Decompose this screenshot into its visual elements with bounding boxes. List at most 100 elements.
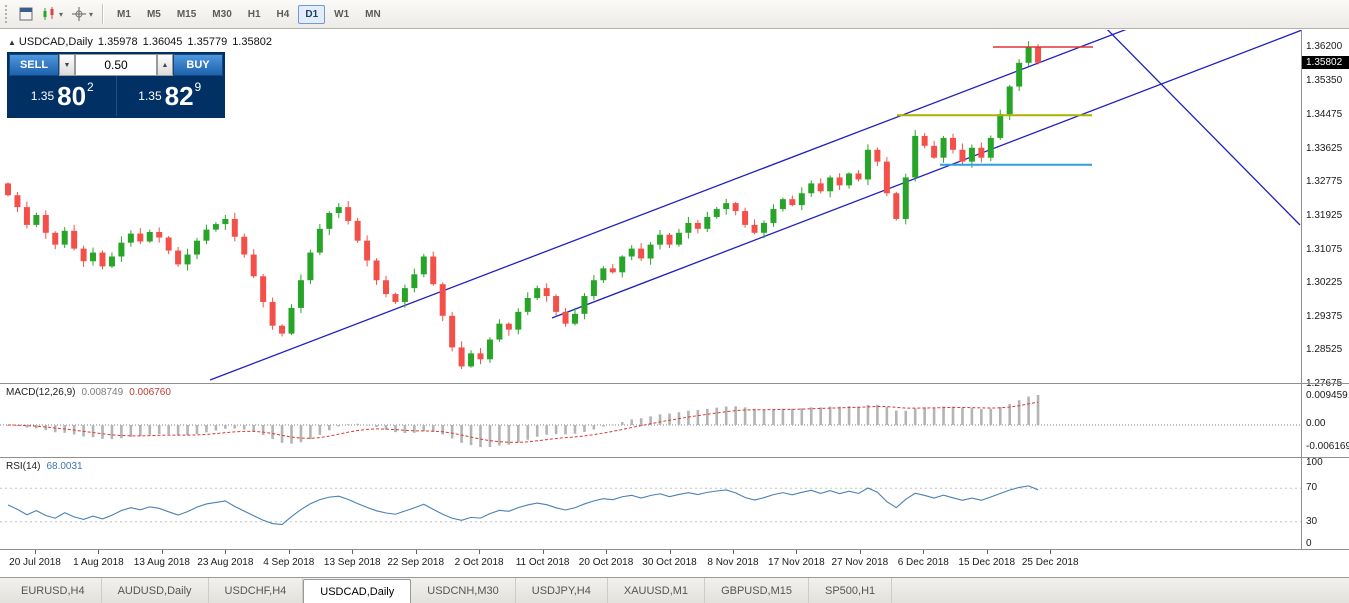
price-axis-label: 1.36200 bbox=[1306, 41, 1343, 52]
date-tick bbox=[1050, 550, 1052, 554]
date-tick bbox=[225, 550, 227, 554]
timeframe-button-mn[interactable]: MN bbox=[365, 8, 381, 20]
sell-button[interactable]: SELL bbox=[9, 54, 59, 76]
date-tick bbox=[35, 550, 36, 554]
price-axis-label: 1.30225 bbox=[1306, 277, 1343, 289]
timeframe-button-h4[interactable]: H4 bbox=[276, 8, 290, 20]
date-tick bbox=[415, 550, 417, 554]
timeframe-button-h1[interactable]: H1 bbox=[247, 8, 261, 20]
panel-separator[interactable] bbox=[0, 457, 1349, 458]
macd-axis-label: 0.00 bbox=[1306, 418, 1326, 429]
rsi-chart[interactable] bbox=[0, 458, 1301, 548]
date-label: 27 Nov 2018 bbox=[831, 557, 889, 568]
rsi-panel[interactable]: RSI(14) 68.0031 bbox=[0, 458, 1301, 548]
date-tick bbox=[161, 550, 163, 554]
date-label: 11 Oct 2018 bbox=[515, 557, 570, 568]
timeframe-button-m30[interactable]: M30 bbox=[212, 8, 232, 20]
price-axis-label: 1.31075 bbox=[1306, 243, 1343, 255]
price-axis[interactable]: 1.35802 1.36200 1.35350 1.34475 1.33625 1.32… bbox=[1301, 30, 1349, 549]
date-axis[interactable]: 20 Jul 2018 1 Aug 2018 13 Aug 2018 23 Aug 2… bbox=[0, 550, 1349, 577]
sell-price[interactable]: 1.35 80 2 bbox=[30, 80, 94, 111]
date-label: 2 Oct 2018 bbox=[454, 557, 504, 568]
chart-tab-usdchf-h4[interactable]: USDCHF,H4 bbox=[209, 578, 304, 603]
date-tick bbox=[923, 550, 925, 554]
chart-tab-audusd-daily[interactable]: AUDUSD,Daily bbox=[102, 578, 209, 603]
draw-tool-button[interactable]: ▾ bbox=[67, 2, 97, 26]
date-label: 6 Dec 2018 bbox=[897, 557, 949, 568]
date-label: 20 Oct 2018 bbox=[578, 557, 634, 568]
toolbar-drag-handle[interactable] bbox=[5, 5, 12, 23]
buy-price[interactable]: 1.35 82 9 bbox=[138, 80, 202, 111]
date-tick bbox=[796, 550, 798, 554]
chart-tab-eurusd-h4[interactable]: EURUSD,H4 bbox=[5, 578, 102, 603]
panel-separator[interactable] bbox=[0, 383, 1349, 384]
date-tick bbox=[98, 550, 100, 554]
date-tick bbox=[669, 550, 671, 554]
chart-type-button[interactable]: ▾ bbox=[37, 2, 67, 26]
date-label: 4 Sep 2018 bbox=[263, 557, 315, 568]
date-label: 1 Aug 2018 bbox=[73, 557, 124, 568]
macd-panel[interactable]: MACD(12,26,9) 0.008749 0.006760 bbox=[0, 384, 1301, 457]
volume-decrease-button[interactable]: ▼ bbox=[59, 54, 75, 76]
date-label: 17 Nov 2018 bbox=[768, 557, 825, 568]
date-tick bbox=[986, 550, 988, 554]
date-label: 30 Oct 2018 bbox=[642, 557, 697, 568]
price-axis-label: 1.33625 bbox=[1306, 142, 1343, 154]
date-label: 13 Sep 2018 bbox=[323, 557, 381, 568]
chart-tab-usdcad-daily[interactable]: USDCAD,Daily bbox=[303, 579, 412, 603]
crosshair-icon bbox=[72, 7, 87, 21]
price-divider bbox=[115, 76, 117, 116]
date-label: 8 Nov 2018 bbox=[707, 557, 759, 568]
volume-input[interactable]: 0.50 bbox=[75, 54, 157, 76]
price-axis-label: 1.31925 bbox=[1306, 209, 1343, 221]
date-tick bbox=[352, 550, 354, 554]
chevron-down-icon: ▾ bbox=[89, 9, 94, 19]
date-tick bbox=[606, 550, 608, 554]
rsi-axis-label: 100 bbox=[1306, 457, 1323, 468]
rsi-axis-label: 70 bbox=[1306, 482, 1318, 493]
ohlc-low: 1.35779 bbox=[187, 36, 228, 48]
buy-button[interactable]: BUY bbox=[173, 54, 223, 76]
current-price-badge: 1.35802 bbox=[1302, 56, 1349, 69]
ohlc-close: 1.35802 bbox=[232, 36, 272, 48]
chart-tab-usdjpy-h4[interactable]: USDJPY,H4 bbox=[516, 578, 608, 603]
macd-chart[interactable] bbox=[0, 384, 1301, 457]
timeframe-button-m15[interactable]: M15 bbox=[176, 8, 197, 20]
window-icon bbox=[19, 7, 33, 21]
candlestick-chart-icon bbox=[43, 7, 54, 20]
chart-tab-usdcnh-m30[interactable]: USDCNH,M30 bbox=[411, 578, 516, 603]
timeframe-button-w1[interactable]: W1 bbox=[334, 8, 350, 20]
timeframe-button-d1[interactable]: D1 bbox=[298, 4, 326, 24]
date-tick bbox=[859, 550, 861, 554]
chart-panel[interactable]: ▲ USDCAD,Daily 1.35978 1.36045 1.35779 1.3580… bbox=[0, 30, 1301, 383]
date-tick bbox=[542, 550, 544, 554]
date-label: 25 Dec 2018 bbox=[1021, 557, 1079, 568]
chart-tab-sp500-h1[interactable]: SP500,H1 bbox=[809, 578, 893, 603]
window-icon-button[interactable] bbox=[15, 2, 37, 26]
price-axis-label: 1.32775 bbox=[1306, 176, 1343, 188]
date-tick bbox=[288, 550, 290, 554]
candlestick-chart[interactable] bbox=[0, 30, 1301, 383]
price-axis-label: 1.28525 bbox=[1306, 344, 1343, 356]
price-axis-label: 1.34475 bbox=[1306, 109, 1343, 121]
price-axis-label: 1.29375 bbox=[1306, 310, 1343, 322]
timeframe-button-m5[interactable]: M5 bbox=[146, 8, 161, 20]
rsi-label: RSI(14) 68.0031 bbox=[6, 461, 83, 472]
macd-axis-label: 0.009459 bbox=[1306, 390, 1348, 401]
date-label: 20 Jul 2018 bbox=[9, 557, 61, 568]
one-click-trade-panel: SELL ▼ 0.50 ▲ BUY 1.35 80 2 1.35 82 9 bbox=[7, 52, 225, 118]
date-label: 23 Aug 2018 bbox=[197, 557, 254, 568]
chart-tab-xauusd-m1[interactable]: XAUUSD,M1 bbox=[608, 578, 706, 603]
chart-tab-gbpusd-m15[interactable]: GBPUSD,M15 bbox=[705, 578, 809, 603]
toolbar: ▾ ▾ M1 M5 M15 M30 H1 H4 D1 W1 MN bbox=[0, 0, 1349, 29]
collapse-triangle-icon[interactable]: ▲ bbox=[8, 38, 16, 47]
ohlc-open: 1.35978 bbox=[97, 36, 138, 48]
price-axis-label: 1.35350 bbox=[1306, 74, 1343, 86]
chevron-down-icon: ▾ bbox=[59, 9, 64, 19]
date-tick bbox=[479, 550, 481, 554]
panel-separator[interactable] bbox=[0, 549, 1349, 550]
volume-increase-button[interactable]: ▲ bbox=[157, 54, 173, 76]
date-label: 22 Sep 2018 bbox=[387, 557, 445, 568]
timeframe-button-m1[interactable]: M1 bbox=[117, 8, 131, 20]
